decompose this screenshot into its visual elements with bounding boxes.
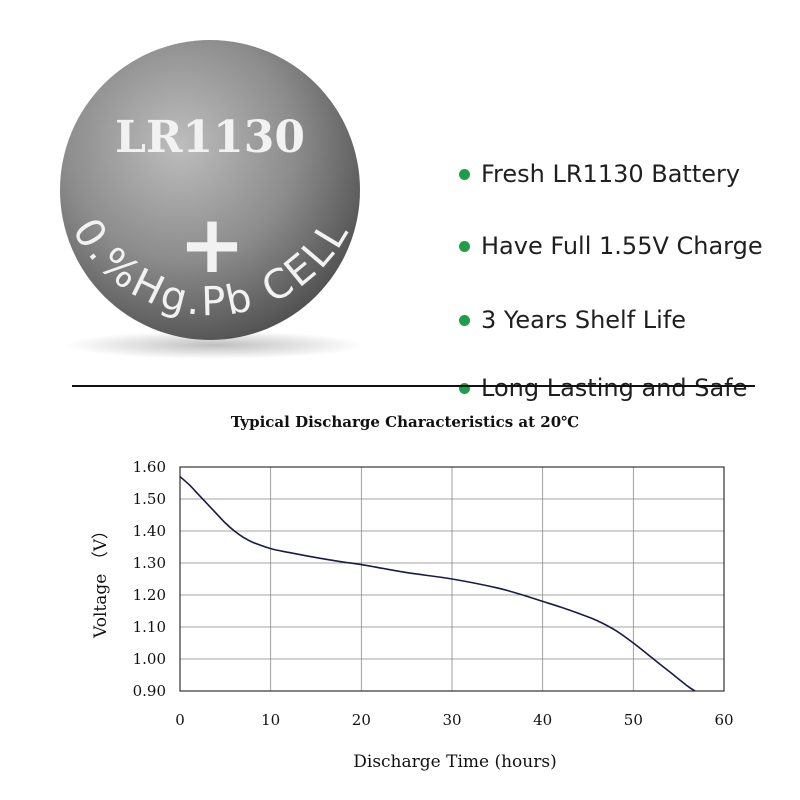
y-tick-label: 1.50: [133, 490, 166, 508]
x-tick-label: 0: [175, 711, 185, 729]
bullet-dot: [459, 315, 470, 326]
y-tick-label: 1.10: [133, 618, 166, 636]
y-tick-label: 1.30: [133, 554, 166, 572]
feature-list: Fresh LR1130 Battery Have Full 1.55V Cha…: [455, 160, 763, 402]
feature-text: Have Full 1.55V Charge: [481, 232, 763, 260]
y-tick-label: 0.90: [133, 682, 166, 700]
bullet-dot: [459, 241, 470, 252]
x-tick-label: 50: [624, 711, 643, 729]
x-tick-label: 20: [352, 711, 371, 729]
feature-text: Fresh LR1130 Battery: [481, 160, 741, 188]
feature-item: 3 Years Shelf Life: [455, 306, 763, 334]
series-line: [179, 475, 696, 692]
feature-item: Long Lasting and Safe: [455, 374, 763, 402]
bullet-dot: [459, 383, 470, 394]
x-axis-label: Discharge Time (hours): [353, 752, 556, 772]
discharge-chart: Typical Discharge Characteristics at 20℃…: [91, 413, 734, 772]
x-tick-label: 30: [442, 711, 461, 729]
x-tick-label: 10: [261, 711, 280, 729]
bullet-dot: [459, 169, 470, 180]
feature-item: Fresh LR1130 Battery: [455, 160, 763, 188]
battery-illustration: LR1130 + 0.%Hg.Pb CELL: [60, 40, 365, 359]
battery-shadow: [65, 331, 365, 359]
chart-title: Typical Discharge Characteristics at 20℃: [231, 413, 579, 431]
y-tick-label: 1.40: [133, 522, 166, 540]
battery-model-label: LR1130: [115, 112, 305, 163]
y-tick-label: 1.60: [133, 458, 166, 476]
feature-item: Have Full 1.55V Charge: [455, 232, 763, 260]
plot-frame: [179, 466, 725, 692]
battery-plus-symbol: +: [178, 198, 245, 291]
feature-text: 3 Years Shelf Life: [481, 306, 687, 334]
feature-text: Long Lasting and Safe: [481, 374, 748, 402]
x-tick-label: 60: [714, 711, 733, 729]
y-tick-label: 1.20: [133, 586, 166, 604]
x-axis-ticks: 0 10 20 30 40 50 60: [175, 711, 733, 729]
y-axis-ticks: 1.60 1.50 1.40 1.30 1.20 1.10 1.00 0.90: [133, 458, 166, 700]
y-tick-label: 1.00: [133, 650, 166, 668]
x-tick-label: 40: [533, 711, 552, 729]
y-axis-label: Voltage （V）: [91, 522, 111, 639]
battery-face: [60, 40, 360, 340]
section-divider: [72, 385, 755, 387]
